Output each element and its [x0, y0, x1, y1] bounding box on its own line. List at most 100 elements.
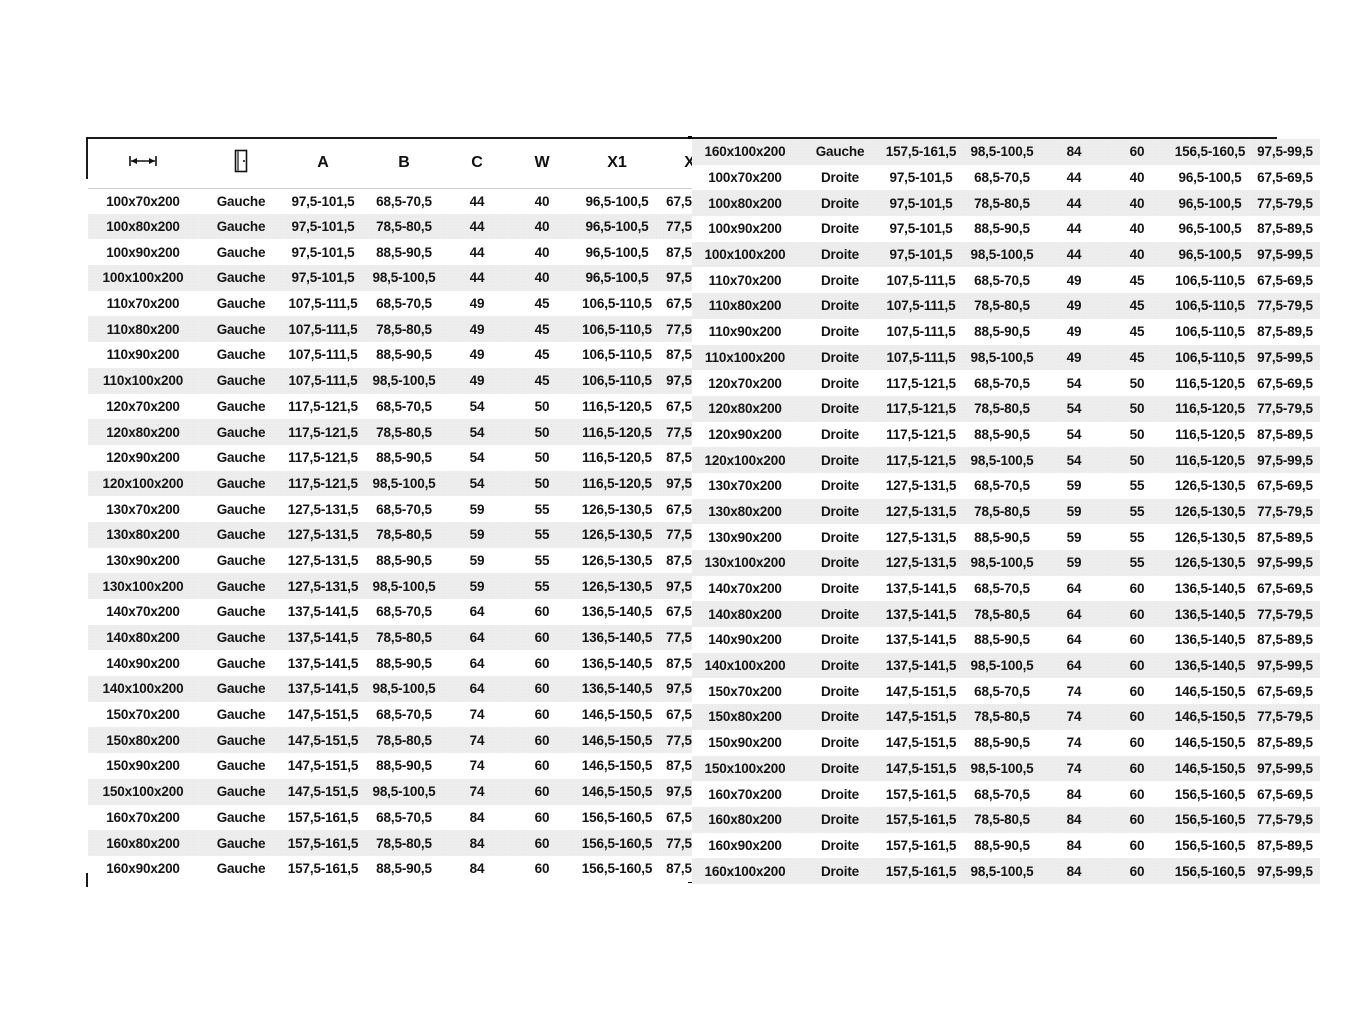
- cell-w: 55: [508, 496, 576, 522]
- table-row: 120x70x200 Droite 117,5-121,5 68,5-70,5 54 50…: [692, 370, 1320, 396]
- cell-a: 157,5-161,5: [284, 830, 362, 856]
- table-row: 150x80x200 Gauche 147,5-151,5 78,5-80,5 74 60…: [88, 727, 730, 754]
- table-row: 110x90x200 Droite 107,5-111,5 88,5-90,5 49 45…: [692, 318, 1320, 345]
- cell-w: 40: [1104, 190, 1170, 217]
- cell-hand: Gauche: [198, 676, 284, 702]
- cell-x1: 126,5-130,5: [576, 547, 658, 574]
- cell-size: 130x90x200: [692, 524, 798, 550]
- cell-hand: Droite: [798, 344, 882, 371]
- cell-x2: 77,5-79,5: [1250, 293, 1320, 319]
- table-row: 150x100x200 Gauche 147,5-151,5 98,5-100,5 74…: [88, 778, 730, 805]
- cell-w: 45: [1104, 318, 1170, 345]
- cell-x1: 136,5-140,5: [576, 599, 658, 625]
- cell-c: 64: [1044, 627, 1104, 653]
- cell-b: 68,5-70,5: [960, 781, 1044, 807]
- cell-hand: Droite: [798, 447, 882, 473]
- cell-size: 160x70x200: [692, 781, 798, 807]
- cell-x1: 126,5-130,5: [576, 573, 658, 599]
- cell-size: 140x90x200: [88, 650, 198, 677]
- cell-size: 110x80x200: [692, 293, 798, 319]
- cell-x1: 156,5-160,5: [1170, 139, 1250, 165]
- cell-x1: 106,5-110,5: [576, 367, 658, 394]
- cell-w: 60: [1104, 627, 1170, 653]
- cell-b: 68,5-70,5: [362, 290, 446, 317]
- cell-a: 157,5-161,5: [284, 804, 362, 831]
- cell-x2: 97,5-99,5: [1250, 241, 1320, 268]
- table-row: 150x100x200 Droite 147,5-151,5 98,5-100,5 74…: [692, 755, 1320, 782]
- table-row: 110x100x200 Droite 107,5-111,5 98,5-100,5 49…: [692, 344, 1320, 371]
- cell-x1: 136,5-140,5: [1170, 652, 1250, 679]
- cell-w: 60: [508, 855, 576, 882]
- cell-w: 40: [1104, 241, 1170, 268]
- cell-size: 140x90x200: [692, 627, 798, 653]
- cell-x2: 87,5-89,5: [1250, 832, 1320, 859]
- table-row: 130x100x200 Gauche 127,5-131,5 98,5-100,5 59…: [88, 573, 730, 599]
- cell-w: 60: [1104, 729, 1170, 756]
- cell-x2: 67,5-69,5: [1250, 472, 1320, 499]
- cell-a: 127,5-131,5: [882, 550, 960, 576]
- cell-hand: Gauche: [198, 753, 284, 779]
- cell-size: 130x80x200: [692, 498, 798, 525]
- cell-b: 98,5-100,5: [362, 676, 446, 702]
- cell-a: 147,5-151,5: [284, 753, 362, 779]
- cell-w: 60: [1104, 601, 1170, 628]
- cell-b: 68,5-70,5: [362, 393, 446, 420]
- cell-b: 98,5-100,5: [362, 265, 446, 291]
- cell-a: 97,5-101,5: [882, 241, 960, 268]
- cell-w: 55: [508, 521, 576, 548]
- cell-x2: 97,5-99,5: [1250, 139, 1320, 165]
- table-row: 140x80x200 Gauche 137,5-141,5 78,5-80,5 64 60…: [88, 624, 730, 651]
- cell-c: 84: [1044, 139, 1104, 165]
- cell-c: 84: [1044, 781, 1104, 807]
- cell-w: 50: [1104, 370, 1170, 396]
- cell-c: 59: [1044, 498, 1104, 525]
- cell-hand: Droite: [798, 472, 882, 499]
- cell-w: 45: [508, 342, 576, 368]
- cell-x1: 96,5-100,5: [1170, 216, 1250, 242]
- table-row: 100x100x200 Droite 97,5-101,5 98,5-100,5 44 4…: [692, 241, 1320, 268]
- cell-size: 120x70x200: [692, 370, 798, 396]
- cell-size: 110x80x200: [88, 316, 198, 343]
- cell-w: 45: [508, 290, 576, 317]
- column-header-c: C: [446, 139, 508, 189]
- cell-hand: Droite: [798, 704, 882, 730]
- cell-w: 50: [1104, 395, 1170, 422]
- cell-size: 150x80x200: [692, 704, 798, 730]
- left-table-left-rule: [86, 137, 88, 179]
- cell-x1: 156,5-160,5: [1170, 858, 1250, 884]
- table-row: 160x100x200 Gauche 157,5-161,5 98,5-100,5 84…: [692, 139, 1320, 165]
- cell-w: 50: [508, 470, 576, 497]
- cell-c: 74: [1044, 755, 1104, 782]
- cell-a: 147,5-151,5: [882, 755, 960, 782]
- cell-w: 45: [508, 367, 576, 394]
- cell-c: 49: [1044, 318, 1104, 345]
- cell-hand: Gauche: [198, 521, 284, 548]
- cell-c: 84: [1044, 832, 1104, 859]
- cell-a: 127,5-131,5: [882, 498, 960, 525]
- table-row: 100x100x200 Gauche 97,5-101,5 98,5-100,5 44 4…: [88, 265, 730, 291]
- cell-hand: Droite: [798, 421, 882, 448]
- cell-b: 98,5-100,5: [960, 241, 1044, 268]
- table-row: 140x100x200 Droite 137,5-141,5 98,5-100,5 64…: [692, 652, 1320, 679]
- cell-size: 140x70x200: [692, 575, 798, 602]
- cell-x2: 67,5-69,5: [1250, 781, 1320, 807]
- cell-x2: 87,5-89,5: [1250, 216, 1320, 242]
- table-row: 130x90x200 Droite 127,5-131,5 88,5-90,5 59 55…: [692, 524, 1320, 550]
- cell-x2: 87,5-89,5: [1250, 318, 1320, 345]
- cell-x2: 77,5-79,5: [1250, 704, 1320, 730]
- cell-c: 44: [446, 188, 508, 214]
- cell-c: 54: [446, 393, 508, 420]
- cell-a: 117,5-121,5: [882, 395, 960, 422]
- cell-x1: 126,5-130,5: [576, 521, 658, 548]
- cell-c: 49: [1044, 293, 1104, 319]
- cell-b: 78,5-80,5: [362, 830, 446, 856]
- cell-w: 40: [508, 213, 576, 240]
- cell-hand: Gauche: [198, 188, 284, 214]
- cell-c: 59: [446, 521, 508, 548]
- cell-c: 44: [1044, 190, 1104, 217]
- header-row: A B C W X1 X2: [88, 139, 730, 189]
- cell-c: 54: [1044, 395, 1104, 422]
- cell-a: 107,5-111,5: [882, 344, 960, 371]
- cell-b: 78,5-80,5: [960, 704, 1044, 730]
- cell-a: 97,5-101,5: [882, 164, 960, 191]
